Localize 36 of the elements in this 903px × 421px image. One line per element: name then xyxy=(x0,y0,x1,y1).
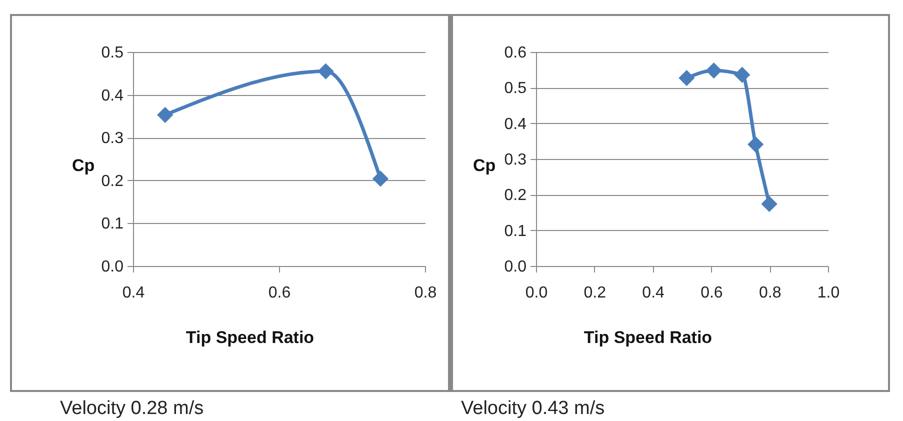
text: Velocity 0.43 m/s xyxy=(461,398,605,420)
x-tick-label: 0.6 xyxy=(700,284,723,302)
point xyxy=(318,63,334,80)
y-axis-title: Cp xyxy=(473,156,496,176)
y-tick-label: 0.0 xyxy=(504,258,527,276)
y-tick-label: 0.3 xyxy=(101,130,124,148)
x-tick-label: 0.0 xyxy=(525,284,548,302)
point xyxy=(761,196,778,212)
y-tick-label: 0.3 xyxy=(504,152,527,168)
x-axis-title: Tip Speed Ratio xyxy=(186,328,314,348)
y-tick-label: 0.6 xyxy=(504,44,527,62)
y-axis-title: Cp xyxy=(72,156,95,176)
x-axis-title: Tip Speed Ratio xyxy=(584,328,712,348)
y-tick-label: 0.5 xyxy=(101,44,124,62)
point xyxy=(678,70,695,86)
x-tick-label: 0.4 xyxy=(642,284,665,302)
y-tick-label: 0.2 xyxy=(101,172,124,190)
x-tick-label: 0.8 xyxy=(758,284,782,302)
y-tick-label: 0.5 xyxy=(504,80,527,98)
point xyxy=(157,106,174,123)
y-tick-label: 0.1 xyxy=(101,216,124,233)
y-tick-label: 0.2 xyxy=(504,187,527,204)
x-tick-label: 0.8 xyxy=(414,284,437,302)
x-tick-label: 1.0 xyxy=(817,284,840,302)
y-tick-label: 0.0 xyxy=(101,258,124,276)
point xyxy=(706,62,722,79)
y-tick-label: 0.4 xyxy=(101,87,124,104)
x-tick-label: 0.2 xyxy=(584,284,606,302)
point xyxy=(372,170,389,187)
point xyxy=(748,136,764,152)
y-tick-label: 0.4 xyxy=(504,116,527,133)
y-tick-label: 0.1 xyxy=(504,222,527,240)
x-tick-label: 0.6 xyxy=(268,284,291,302)
text: Velocity 0.28 m/s xyxy=(60,398,204,420)
point xyxy=(734,66,750,83)
x-tick-label: 0.4 xyxy=(122,284,145,302)
